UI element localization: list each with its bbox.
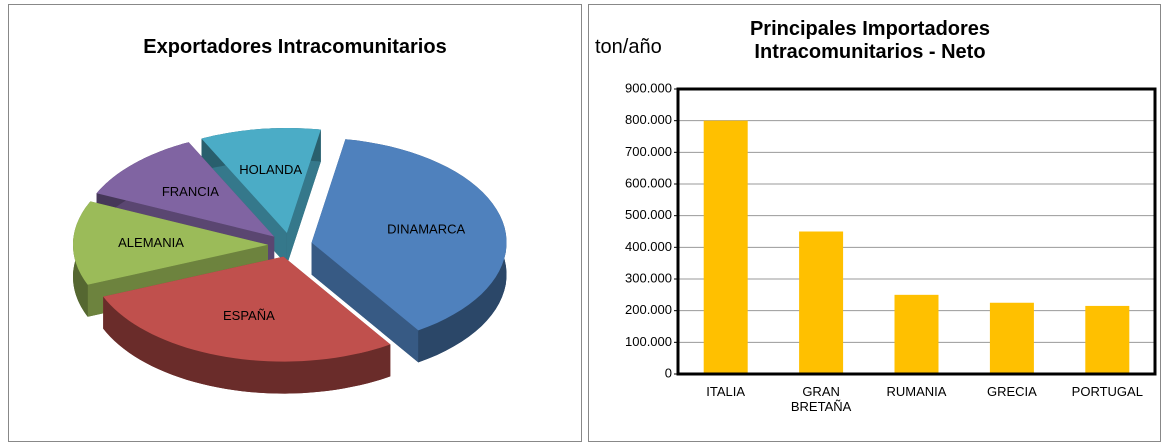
x-tick-label: RUMANIA: [886, 384, 947, 399]
bar: [894, 294, 939, 374]
y-tick-label: 300.000: [625, 270, 672, 285]
bar: [989, 302, 1034, 374]
x-tick-label: PORTUGAL: [1071, 384, 1143, 399]
slice-wall: [311, 242, 419, 363]
slice: [201, 128, 321, 233]
y-tick-label: 400.000: [625, 239, 672, 254]
x-tick-label: GRAN BRETAÑA: [790, 384, 852, 414]
slice-group: DINAMARCA: [311, 139, 507, 363]
slice-label: ALEMANIA: [118, 235, 184, 250]
slice-side: [103, 296, 391, 394]
y-tick-label: 800.000: [625, 112, 672, 127]
y-tick-label: 0: [665, 365, 672, 380]
y-tick-label: 700.000: [625, 144, 672, 159]
slice: [96, 142, 275, 237]
slice: [73, 201, 268, 285]
slice-group: HOLANDA: [201, 128, 321, 265]
y-tick-label: 100.000: [625, 334, 672, 349]
x-tick-label: ITALIA: [706, 384, 746, 399]
slice: [103, 256, 391, 362]
y-tick-label: 500.000: [625, 207, 672, 222]
bar: [799, 231, 844, 374]
plot-border: [676, 87, 1157, 376]
bar: [703, 120, 748, 375]
slice: [311, 139, 507, 331]
slice-label: ESPAÑA: [223, 308, 275, 323]
pie-title: Exportadores Intracomunitarios: [143, 36, 447, 58]
y-tick-label: 900.000: [625, 80, 672, 95]
y-tick-label: 200.000: [625, 302, 672, 317]
y-tick-label: 600.000: [625, 175, 672, 190]
slice-label: DINAMARCA: [387, 221, 465, 236]
x-tick-label: GRECIA: [986, 384, 1037, 399]
slice-label: FRANCIA: [162, 184, 219, 199]
slice-wall: [286, 129, 321, 265]
bar-title: Principales Importadores Intracomunitari…: [749, 18, 991, 63]
slice-label: HOLANDA: [239, 162, 302, 177]
bar: [1085, 305, 1130, 374]
slice-group: ESPAÑA: [103, 256, 391, 394]
y-axis-label: ton/año: [595, 36, 662, 58]
